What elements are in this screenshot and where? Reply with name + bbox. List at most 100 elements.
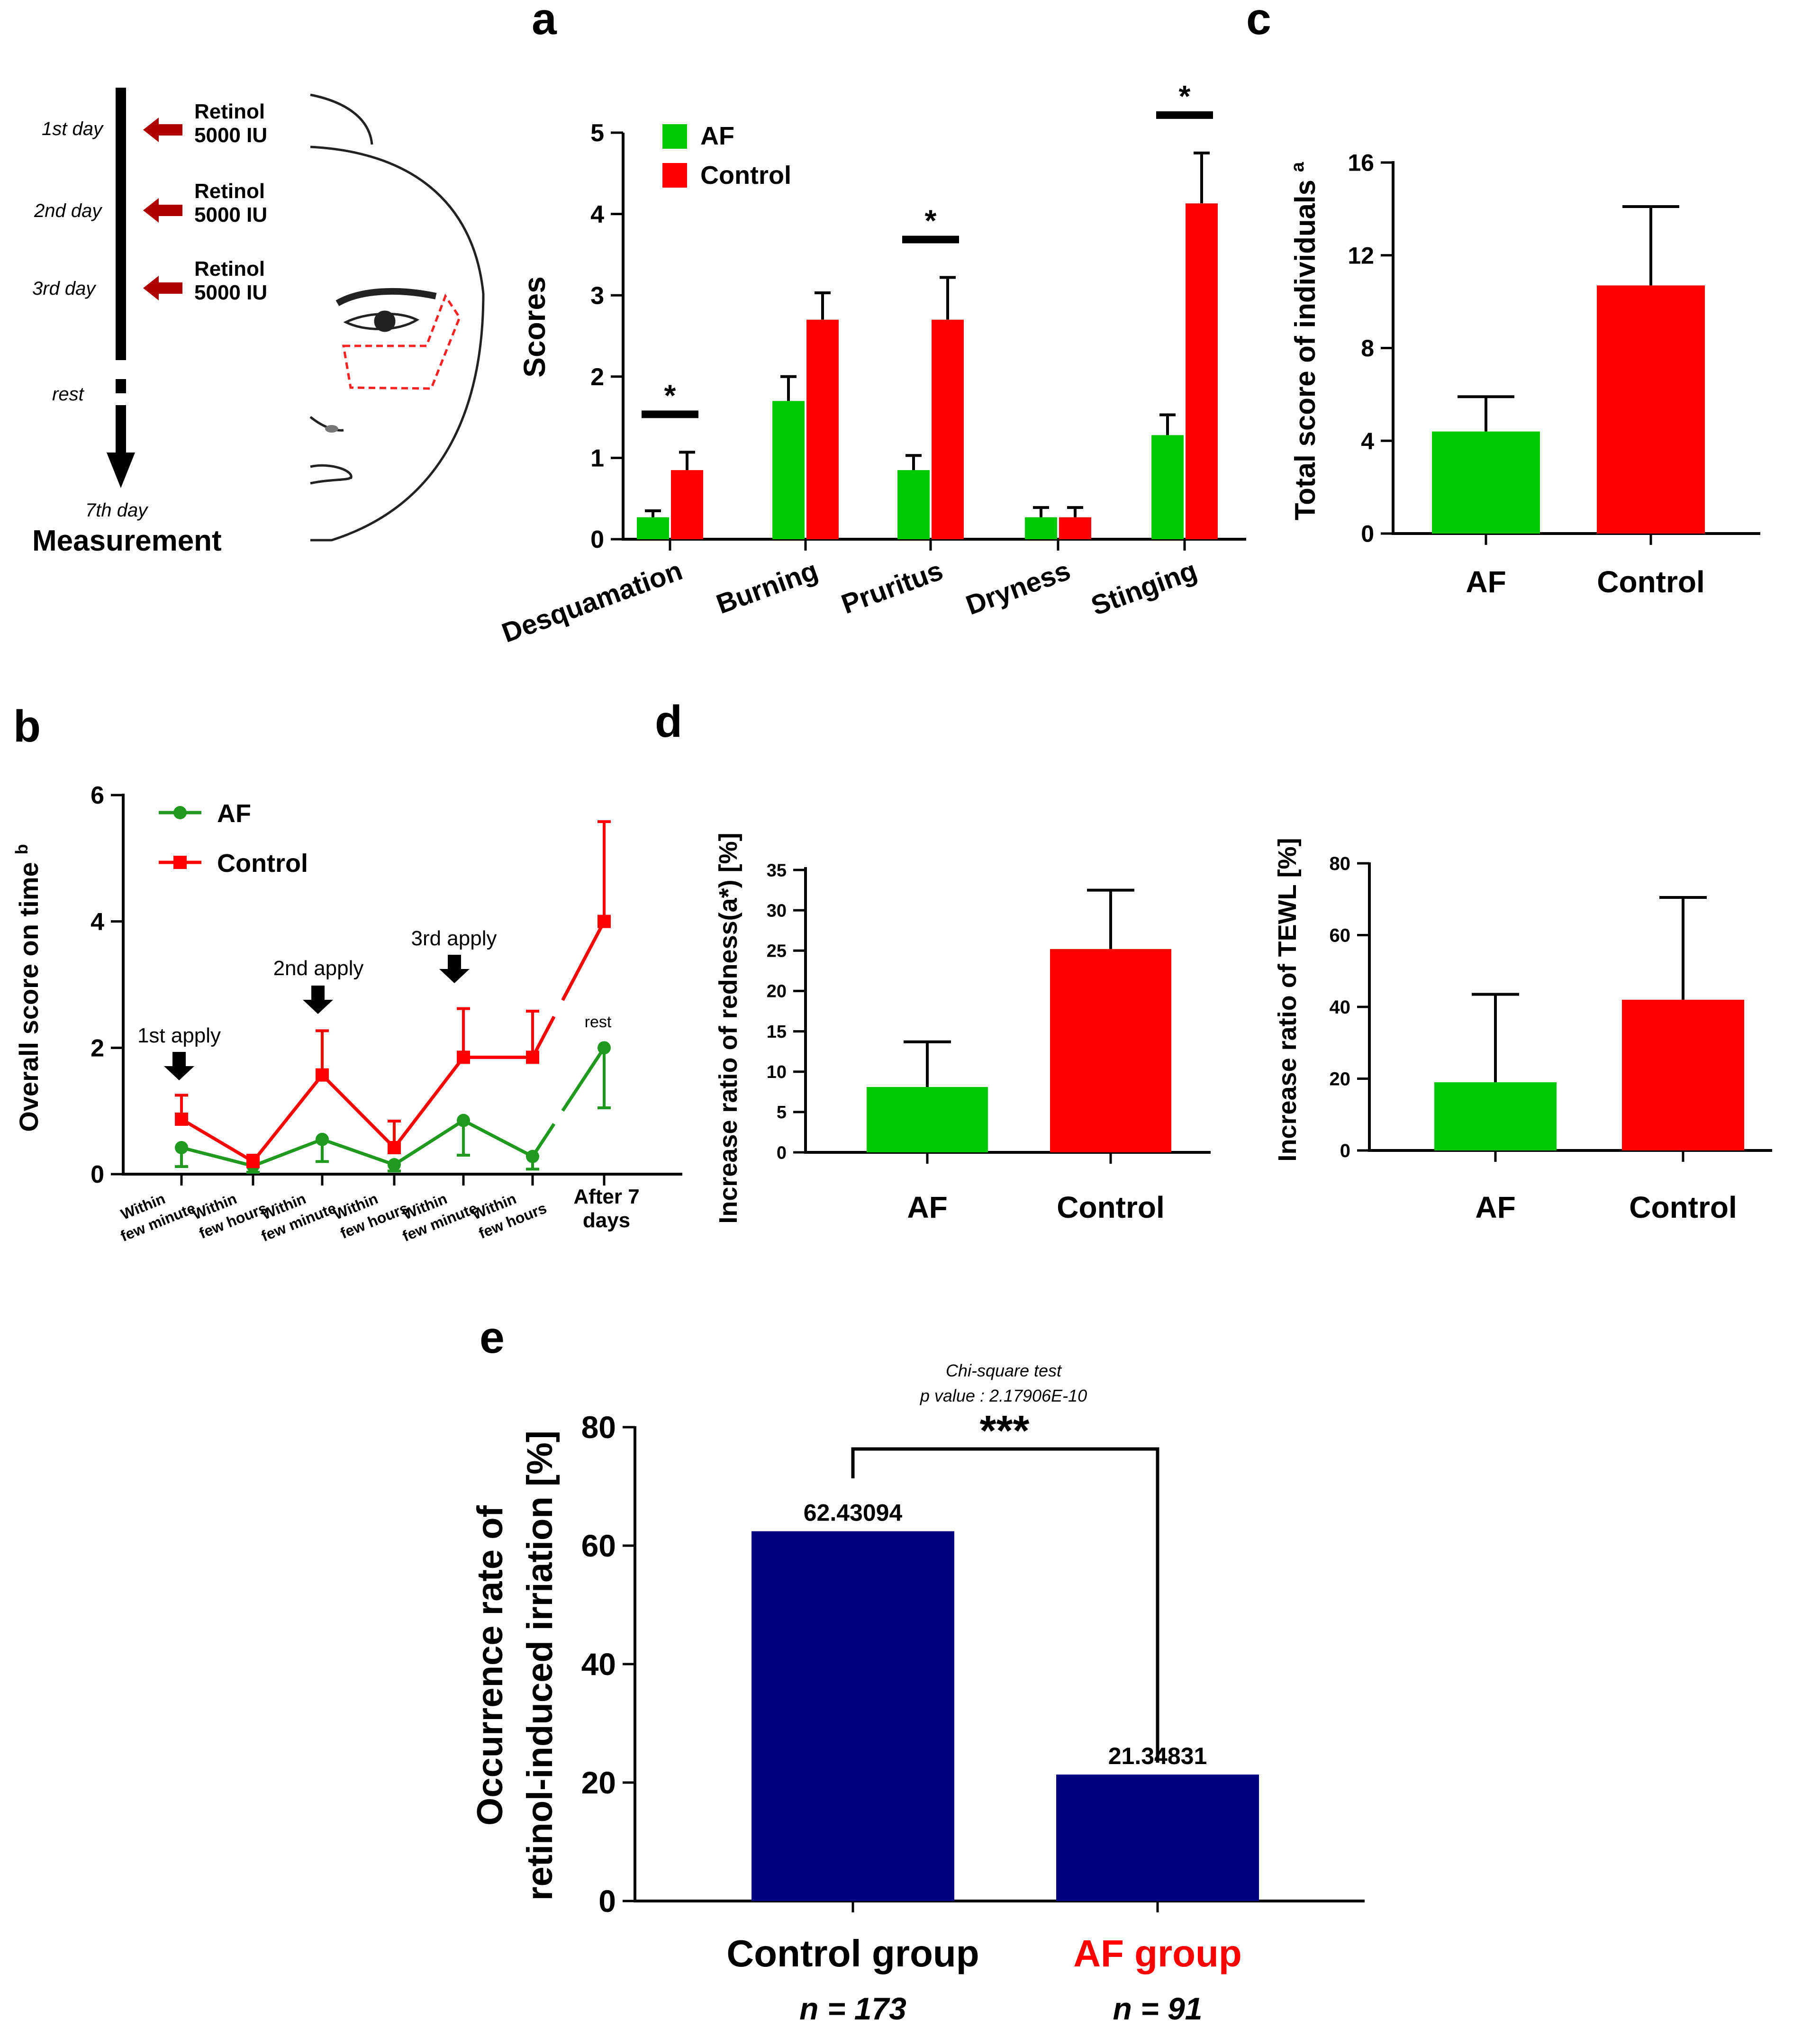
day3-label: 3rd day: [32, 278, 97, 299]
line-af: [181, 1118, 534, 1168]
retinol-arrow-icon-3: [143, 276, 182, 300]
bar-control-burning: [806, 319, 839, 539]
x-tick-label: AF group: [1073, 1932, 1241, 1974]
y-tick-label: 0: [777, 1143, 787, 1163]
face-illustration: [309, 93, 485, 542]
y-tick-label: 16: [1348, 150, 1374, 176]
y-tick-label: 20: [1330, 1069, 1351, 1090]
panel-c: c Total score of individualsa 0 4 8 12 16 AF…: [1246, 0, 1760, 599]
y-tick-label: 8: [1361, 335, 1374, 362]
panel-b-y-label: Overall score on timeb: [12, 844, 44, 1132]
y-tick-label: 6: [91, 782, 104, 809]
y-tick-label: 12: [1348, 242, 1374, 269]
day7-label: 7th day: [85, 500, 149, 521]
legend-control-label: Control: [217, 849, 308, 878]
panel-d1-y-label: Increase ratio of redness(a*) [%]: [714, 833, 742, 1223]
panel-d-label: d: [655, 697, 682, 747]
y-tick-label: 30: [767, 901, 787, 921]
point-af: [457, 1114, 470, 1127]
y-tick-label: 80: [1330, 853, 1351, 874]
line-control-segment: [531, 1015, 556, 1058]
panel-d-redness: d Increase ratio of redness(a*) [%] 0 5 10…: [655, 697, 1211, 1224]
y-tick-label: 0: [590, 526, 604, 553]
significance-mark: *: [1179, 79, 1191, 113]
panel-d-tewl: Increase ratio of TEWL [%] 0 20 40 60 80 AF C…: [1273, 838, 1772, 1224]
bar-af-burning: [772, 401, 805, 539]
apply-arrow-icon-3: [439, 955, 470, 983]
retinol-label-1: Retinol: [194, 100, 265, 123]
y-tick-label: 80: [581, 1410, 616, 1445]
significance-mark: *: [925, 203, 937, 237]
bar-af-desquamation: [637, 517, 669, 539]
y-tick-label: 60: [581, 1528, 616, 1563]
apply-arrow-icon-2: [303, 986, 333, 1014]
y-tick-label: 4: [1361, 428, 1374, 454]
y-tick-label: 20: [767, 982, 787, 1002]
x-tick-label: Control: [1629, 1190, 1737, 1224]
bar-control: [1050, 949, 1171, 1152]
legend-swatch-control: [662, 163, 687, 188]
chi-square-test-label: Chi-square test: [946, 1361, 1062, 1380]
retinol-dose-3: 5000 IU: [194, 281, 267, 304]
legend-control-label: Control: [700, 161, 791, 190]
panel-a-y-label: Scores: [517, 276, 552, 377]
bar-af: [867, 1087, 988, 1152]
timeline-arrow-icon: [107, 453, 135, 488]
bar-af: [1434, 1082, 1557, 1150]
y-tick-label: 15: [767, 1022, 787, 1042]
apply-arrow-icon-1: [164, 1052, 194, 1080]
y-tick-label: 1: [590, 445, 604, 472]
x-tick-label: days: [583, 1209, 630, 1232]
y-tick-label: 35: [767, 860, 787, 880]
x-tick-label: Control: [1057, 1190, 1165, 1224]
significance-mark: *: [664, 378, 676, 412]
retinol-dose-1: 5000 IU: [194, 124, 267, 147]
x-tick-label: Control group: [726, 1932, 979, 1974]
legend-marker-af: [173, 806, 187, 819]
panel-e-y-label-line2: retinol-induced irriation [%]: [520, 1430, 560, 1901]
bar-control-stinging: [1186, 203, 1218, 539]
line-control: [181, 1055, 533, 1164]
retinol-label-3: Retinol: [194, 257, 265, 281]
y-tick-label: 25: [767, 942, 787, 961]
legend-marker-control: [173, 856, 187, 869]
point-control: [457, 1050, 470, 1064]
retinol-label-2: Retinol: [194, 180, 265, 203]
bar-control-dryness: [1059, 517, 1091, 539]
x-tick-label: Burning: [712, 555, 822, 620]
point-control: [316, 1068, 329, 1082]
point-af: [526, 1150, 539, 1163]
point-control: [246, 1155, 260, 1168]
y-tick-label: 2: [91, 1035, 104, 1062]
retinol-arrow-icon-2: [143, 198, 182, 223]
retinol-arrow-icon-1: [143, 118, 182, 142]
retinol-dose-2: 5000 IU: [194, 203, 267, 226]
point-af: [388, 1158, 401, 1171]
x-tick-label: Pruritus: [837, 555, 947, 620]
bar-af-dryness: [1025, 517, 1057, 539]
bar-af-stinging: [1151, 435, 1184, 539]
point-af: [316, 1132, 329, 1146]
legend-swatch-af: [662, 124, 687, 149]
y-tick-label: 20: [581, 1765, 616, 1800]
y-tick-label: 60: [1330, 925, 1351, 946]
y-tick-label: 0: [598, 1883, 616, 1919]
bar-control-group: [752, 1531, 954, 1901]
significance-bracket: [851, 1447, 1159, 1763]
bar-control: [1622, 999, 1744, 1150]
x-tick-label: Control: [1597, 565, 1705, 599]
x-tick-label: AF: [1475, 1190, 1515, 1224]
x-tick-label: Desquamation: [498, 555, 687, 649]
y-tick-label: 5: [590, 119, 604, 147]
bar-value-label: 62.43094: [804, 1500, 903, 1526]
panel-b-label: b: [13, 701, 41, 751]
panel-e: e Occurrence rate of retinol-induced irr…: [470, 1313, 1365, 2026]
sample-size-label: n = 91: [1113, 1991, 1203, 2026]
bar-af-pruritus: [897, 470, 930, 539]
annotation-3rd-apply: 3rd apply: [411, 927, 497, 950]
annotation-2nd-apply: 2nd apply: [273, 957, 364, 980]
y-tick-label: 0: [1361, 521, 1374, 547]
x-tick-label: Stinging: [1087, 555, 1201, 621]
